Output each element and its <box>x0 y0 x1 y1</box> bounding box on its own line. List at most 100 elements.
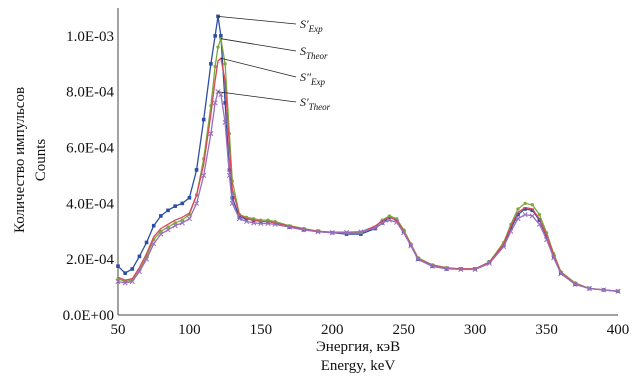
data-point <box>218 91 224 98</box>
y-tick-label: 2.0E-04 <box>66 252 114 268</box>
data-point <box>509 226 513 231</box>
data-point <box>179 220 185 226</box>
data-point <box>216 14 220 19</box>
data-point <box>315 229 321 235</box>
data-point <box>173 204 177 208</box>
x-tick-label: 300 <box>464 322 487 338</box>
data-point <box>458 266 464 273</box>
series-annotation: S′Exp <box>300 17 323 34</box>
data-point <box>212 100 218 106</box>
data-point <box>516 212 520 217</box>
data-point <box>401 230 407 236</box>
data-point <box>537 212 542 217</box>
data-point <box>530 208 535 213</box>
y-tick-label: 1.0E-03 <box>66 29 114 45</box>
data-point <box>529 213 535 219</box>
series-3 <box>117 56 619 292</box>
data-point <box>522 211 528 218</box>
data-point <box>415 256 421 262</box>
data-point <box>209 62 213 66</box>
data-point <box>173 221 177 225</box>
data-point <box>116 264 120 268</box>
x-tick-label: 150 <box>250 322 273 338</box>
series-2 <box>116 37 620 293</box>
series-line <box>117 90 619 292</box>
data-point <box>372 225 378 231</box>
data-point <box>186 216 192 222</box>
y-axis-title-en: Counts <box>33 139 49 182</box>
data-point <box>130 267 135 271</box>
data-point <box>251 220 257 226</box>
data-point <box>523 207 527 211</box>
data-point <box>219 34 223 38</box>
data-point <box>187 195 192 200</box>
x-tick-label: 400 <box>607 322 630 338</box>
data-point <box>159 214 163 218</box>
x-axis-title-en: Energy, keV <box>321 358 396 374</box>
data-point <box>216 45 220 49</box>
series-line <box>117 16 619 292</box>
x-tick-label: 100 <box>178 322 201 338</box>
data-point <box>229 200 235 206</box>
data-point <box>158 231 164 237</box>
data-point <box>213 65 217 69</box>
data-point <box>387 214 392 218</box>
data-point <box>358 229 364 235</box>
series-1 <box>116 14 620 294</box>
annotation-main: S′ <box>300 95 309 109</box>
data-point <box>223 62 227 66</box>
series-annotation: S"Exp <box>300 70 326 87</box>
data-point <box>223 101 227 105</box>
data-point <box>180 218 184 222</box>
data-point <box>122 280 128 286</box>
data-point <box>272 221 278 227</box>
data-point <box>486 260 492 266</box>
data-point <box>151 223 156 228</box>
data-point <box>344 229 350 235</box>
y-tick-label: 6.0E-04 <box>66 141 114 157</box>
data-point <box>572 281 578 287</box>
annotation-main: S <box>300 44 306 58</box>
annotation-main: S" <box>300 70 312 84</box>
data-point <box>615 288 621 294</box>
data-point <box>151 241 157 247</box>
annotation-subscript: Theor <box>306 51 328 61</box>
data-point <box>115 278 121 285</box>
x-tick-label: 250 <box>392 322 415 338</box>
annotation-subscript: Exp <box>310 77 325 87</box>
data-point <box>558 271 564 277</box>
data-point <box>226 172 232 179</box>
series-line <box>117 56 619 292</box>
y-tick-labels: 0.0E+00 2.0E-04 4.0E-04 6.0E-04 8.0E-04 1.0E-… <box>63 29 115 324</box>
data-point <box>166 208 170 213</box>
y-tick-label: 0.0E+00 <box>63 308 114 324</box>
data-point <box>586 285 592 292</box>
y-tick-label: 8.0E-04 <box>66 85 114 101</box>
x-tick-label: 50 <box>111 322 126 338</box>
leader-line <box>217 15 297 25</box>
data-point <box>180 201 185 206</box>
data-point <box>544 237 550 243</box>
annotation-subscript: Theor <box>309 102 331 112</box>
y-tick-label: 4.0E-04 <box>66 196 114 212</box>
data-point <box>265 220 271 227</box>
data-point <box>144 240 149 245</box>
data-point <box>222 119 228 125</box>
x-tick-labels: 50 100 150 200 250 300 350 400 <box>111 322 630 338</box>
data-point <box>329 230 335 236</box>
chart-series <box>115 14 621 294</box>
chart-axes <box>117 8 618 316</box>
data-point <box>172 223 178 229</box>
data-point <box>258 220 264 227</box>
data-point <box>530 203 534 207</box>
data-point <box>408 243 414 249</box>
data-point <box>123 271 127 275</box>
x-axis-title-ru: Энергия, кэВ <box>316 339 400 355</box>
series-line <box>117 38 619 292</box>
data-point <box>472 266 478 273</box>
data-point <box>194 168 199 172</box>
data-point <box>379 220 385 226</box>
x-tick-label: 350 <box>535 322 558 338</box>
data-point <box>386 217 392 223</box>
